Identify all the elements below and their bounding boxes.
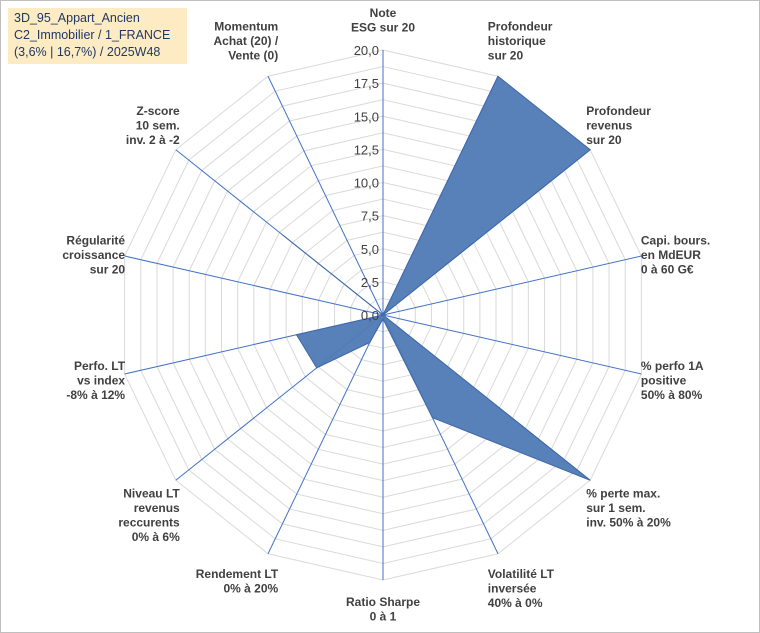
tick-label: 5,0 — [361, 242, 379, 257]
axis-label-9: Rendement LT 0% à 20% — [196, 567, 279, 596]
radar-tick-labels: 0,0 2,5 5,0 7,5 10,0 12,5 15,0 17,5 20,0 — [354, 43, 379, 323]
axis-label-8: Ratio Sharpe 0 à 1 — [346, 595, 420, 624]
title-line-1: 3D_95_Appart_Ancien — [14, 11, 140, 25]
axis-label-6: % perte max. sur 1 sem. inv. 50% à 20% — [586, 486, 671, 529]
tick-label: 20,0 — [354, 43, 379, 58]
tick-label: 2,5 — [361, 275, 379, 290]
axis-label-11: Perfo. LT vs index -8% à 12% — [66, 359, 125, 402]
axis-label-10: Niveau LT revenus reccurents 0% à 6% — [118, 486, 180, 544]
axis-label-1: Note ESG sur 20 — [351, 6, 415, 35]
axis-label-2: Profondeur historique sur 20 — [488, 20, 553, 63]
axis-label-13: Z-score 10 sem. inv. 2 à -2 — [126, 104, 180, 147]
tick-label: 17,5 — [354, 76, 379, 91]
axis-label-14: Momentum Achat (20) / Vente (0) — [214, 20, 279, 63]
radar-series — [282, 75, 591, 481]
title-line-2: C2_Immobilier / 1_FRANCE — [14, 28, 171, 42]
spoke-12 — [124, 255, 384, 316]
tick-label: 7,5 — [361, 209, 379, 224]
spoke-14 — [267, 76, 384, 316]
tick-label: 15,0 — [354, 109, 379, 124]
title-line-3: (3,6% | 16,7%) / 2025W48 — [14, 45, 161, 59]
series-area — [282, 75, 591, 481]
spoke-5 — [382, 314, 642, 375]
axis-label-4: Capi. bours. en MdEUR 0 à 60 G€ — [641, 233, 710, 276]
spoke-9 — [267, 314, 384, 554]
tick-label: 10,0 — [354, 176, 379, 191]
chart-title-box: 3D_95_Appart_Ancien C2_Immobilier / 1_FR… — [8, 8, 187, 64]
tick-label: 12,5 — [354, 142, 379, 157]
axis-label-7: Volatilité LT inversée 40% à 0% — [488, 567, 555, 610]
tick-label: 0,0 — [361, 308, 379, 323]
axis-label-5: % perfo 1A positive 50% à 80% — [641, 359, 704, 402]
axis-label-12: Régularité croissance sur 20 — [62, 233, 125, 276]
axis-label-3: Profondeur revenus sur 20 — [586, 104, 651, 147]
spoke-4 — [382, 255, 642, 316]
radar-axis-labels: Note ESG sur 20 Profondeur historique sur 20… — [62, 6, 710, 624]
